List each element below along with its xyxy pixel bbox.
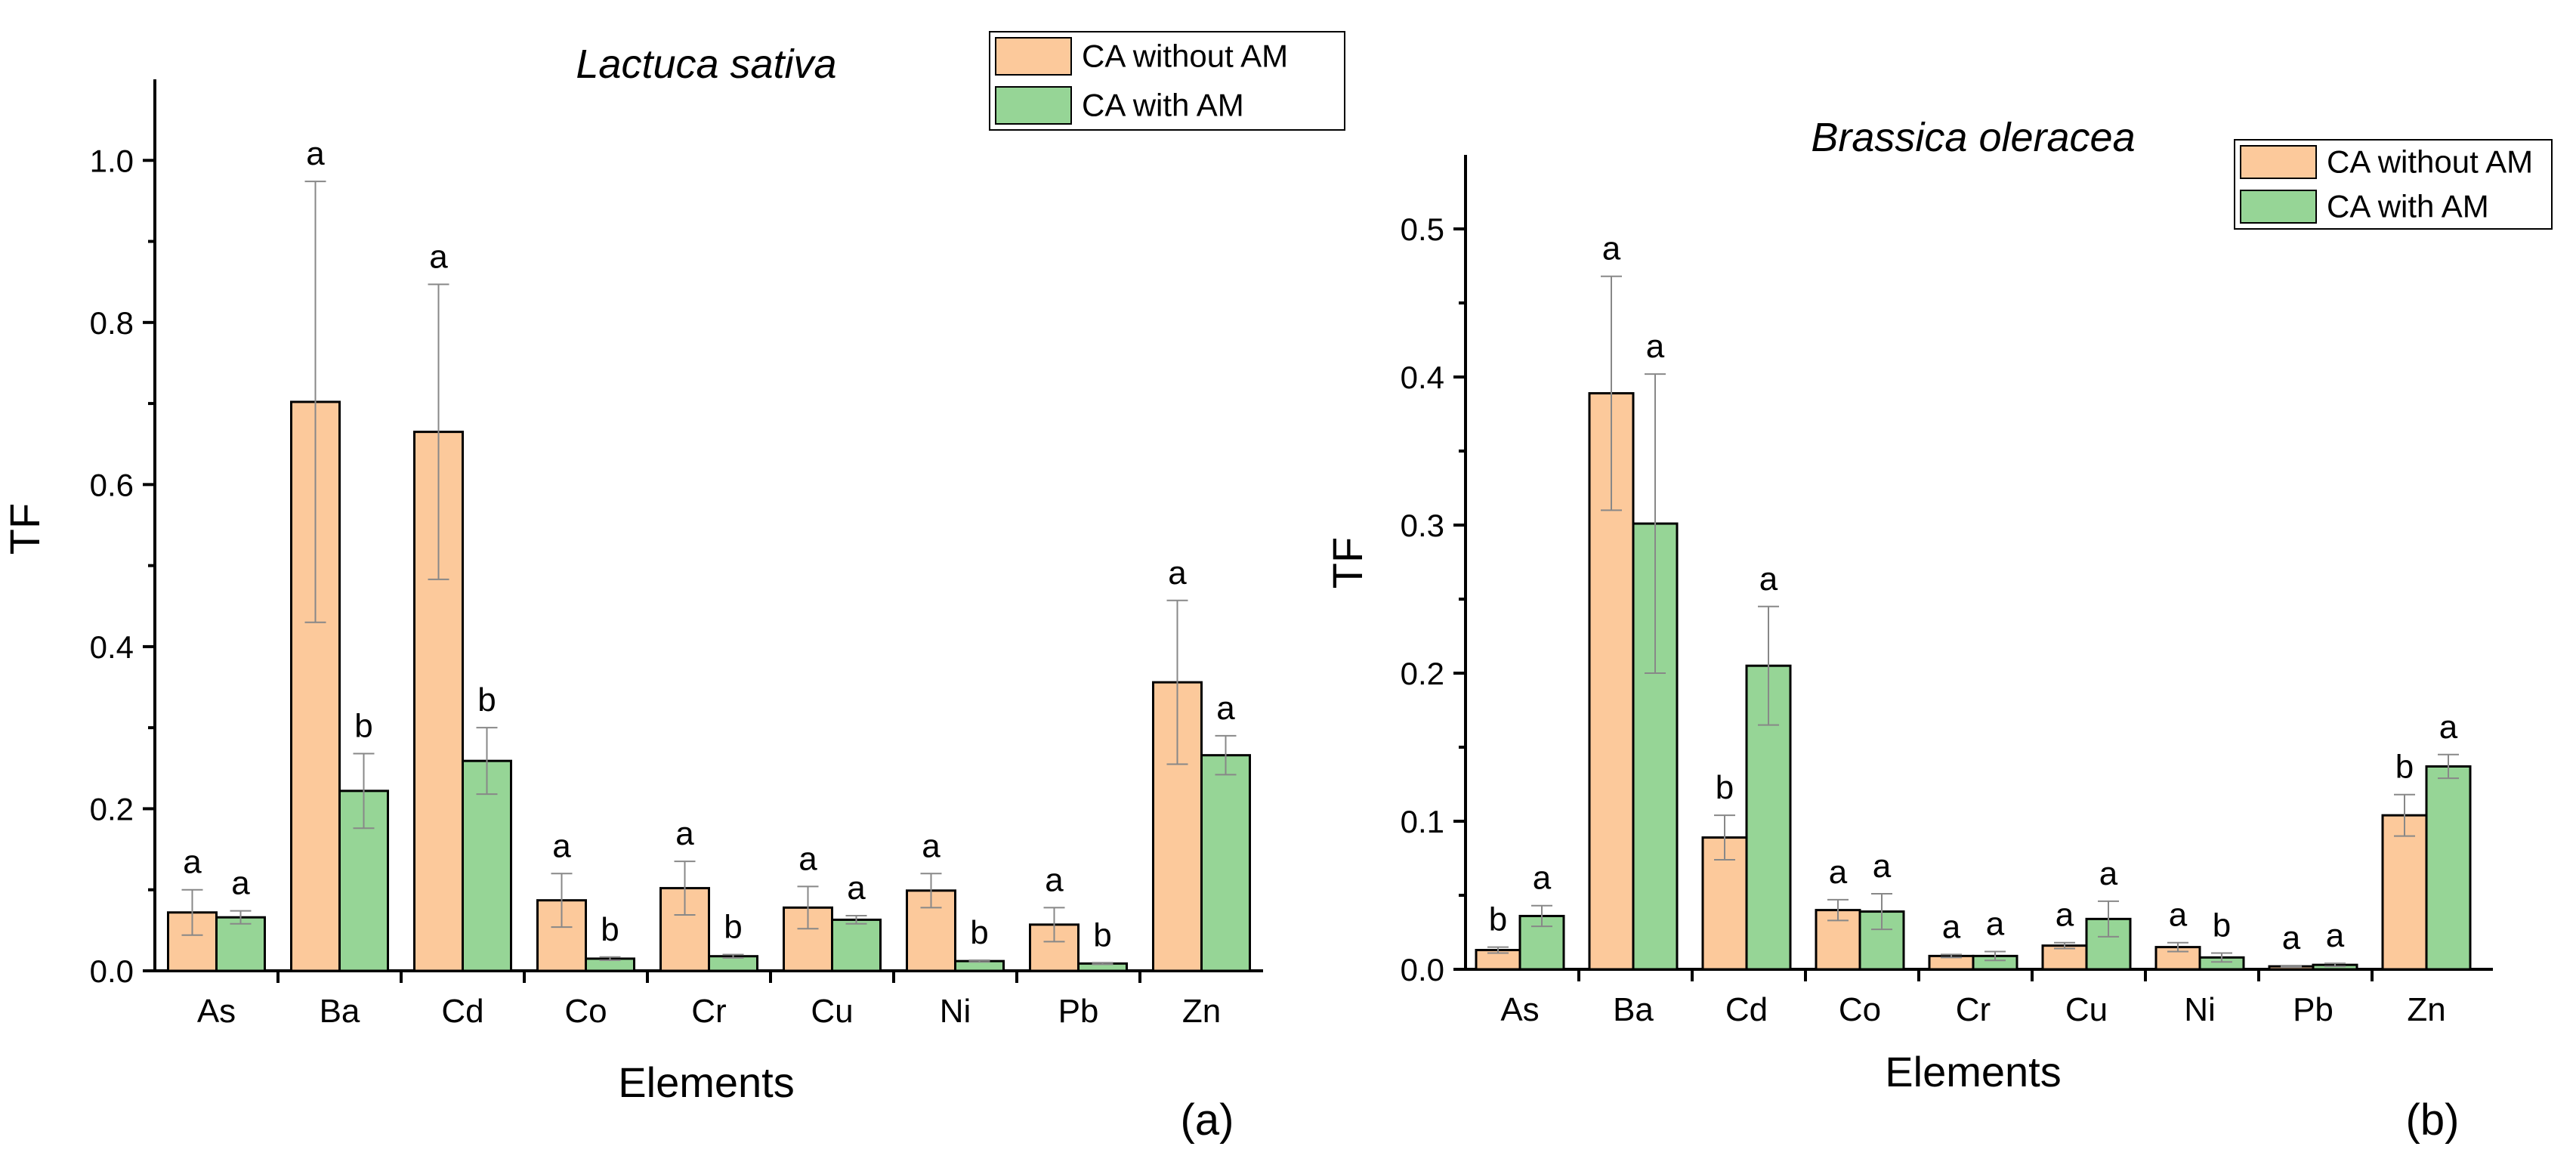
- y-axis-title: TF: [1324, 537, 1371, 589]
- significance-label: b: [2395, 749, 2414, 786]
- legend-swatch-with-am: [995, 86, 1072, 125]
- significance-label: b: [724, 909, 742, 946]
- x-category-label: Cr: [1956, 991, 1991, 1028]
- x-category-label: Ni: [940, 993, 971, 1030]
- y-tick-label: 0.6: [90, 467, 134, 502]
- x-category-label: Cd: [1725, 991, 1768, 1028]
- legend-label: CA without AM: [2327, 144, 2533, 180]
- significance-label: a: [1759, 561, 1778, 598]
- significance-label: a: [429, 238, 448, 275]
- significance-label: b: [2213, 907, 2231, 944]
- y-tick-label: 0.0: [1401, 952, 1444, 987]
- bar-with-am-as: [215, 916, 266, 972]
- y-tick-label: 0.4: [1401, 360, 1444, 395]
- legend: CA without AM CA with AM: [989, 31, 1345, 131]
- significance-label: a: [1646, 328, 1665, 365]
- bar-with-am-cu: [831, 918, 882, 972]
- significance-label: a: [1986, 905, 2005, 942]
- significance-label: a: [1829, 854, 1848, 891]
- significance-label: b: [477, 681, 496, 718]
- significance-label: a: [1045, 861, 1064, 898]
- x-category-label: Zn: [2407, 991, 2445, 1028]
- x-category-label: Cu: [2065, 991, 2108, 1028]
- y-tick-label: 0.4: [90, 629, 134, 665]
- significance-label: b: [1716, 769, 1734, 806]
- significance-label: a: [675, 815, 694, 852]
- bar-with-am-zn: [1200, 754, 1251, 972]
- x-category-label: Ni: [2184, 991, 2216, 1028]
- significance-label: a: [231, 865, 250, 902]
- y-tick-label: 0.5: [1401, 212, 1444, 247]
- x-category-label: Ba: [320, 993, 360, 1030]
- significance-label: a: [2169, 897, 2188, 934]
- x-category-label: As: [197, 993, 236, 1030]
- y-tick-label: 0.1: [1401, 804, 1444, 839]
- x-category-label: Co: [564, 993, 607, 1030]
- significance-label: a: [847, 870, 866, 907]
- bar-without-am-co: [536, 899, 587, 972]
- chart-title: Brassica oleracea: [1811, 115, 2135, 160]
- significance-label: a: [183, 844, 202, 881]
- significance-label: b: [970, 914, 988, 951]
- significance-label: a: [1168, 555, 1187, 592]
- significance-label: a: [1533, 860, 1552, 897]
- significance-label: a: [922, 827, 941, 864]
- y-tick-label: 0.2: [90, 791, 134, 827]
- legend-label: CA with AM: [1082, 88, 1244, 123]
- y-axis-title: TF: [1, 503, 48, 555]
- x-axis-title: Elements: [1885, 1048, 2061, 1095]
- x-category-label: Co: [1839, 991, 1881, 1028]
- x-category-label: Cu: [811, 993, 853, 1030]
- x-category-label: Pb: [2293, 991, 2334, 1028]
- significance-label: b: [354, 708, 372, 745]
- x-category-label: Pb: [1058, 993, 1099, 1030]
- x-category-label: Zn: [1182, 993, 1221, 1030]
- y-tick-label: 0.8: [90, 305, 134, 341]
- legend-swatch-without-am: [995, 37, 1072, 76]
- significance-label: a: [1873, 848, 1892, 885]
- significance-label: a: [798, 840, 817, 877]
- bar-without-am-zn: [2381, 814, 2428, 971]
- significance-label: a: [2282, 919, 2301, 956]
- chart-title: Lactuca sativa: [576, 42, 836, 87]
- x-category-label: Ba: [1613, 991, 1654, 1028]
- significance-label: a: [2056, 897, 2074, 934]
- significance-label: a: [2439, 709, 2458, 746]
- chart-panel-a: 0.00.20.40.60.81.0AsaaBaabCdabCoabCrabCu…: [1, 31, 1345, 1145]
- x-axis-title: Elements: [618, 1058, 794, 1106]
- significance-label: a: [2326, 917, 2345, 954]
- significance-label: a: [1216, 690, 1235, 727]
- legend-label: CA with AM: [2327, 189, 2489, 224]
- significance-label: a: [306, 135, 325, 172]
- significance-label: a: [1942, 908, 1961, 945]
- y-tick-label: 0.0: [90, 953, 134, 989]
- significance-label: a: [552, 827, 571, 864]
- panel-label: (b): [2406, 1095, 2460, 1145]
- significance-label: b: [601, 911, 619, 948]
- legend-swatch-with-am: [2240, 190, 2317, 224]
- significance-label: a: [2099, 855, 2118, 892]
- legend-label: CA without AM: [1082, 39, 1288, 74]
- significance-label: b: [1489, 901, 1507, 938]
- legend-swatch-without-am: [2240, 145, 2317, 179]
- significance-label: b: [1093, 916, 1111, 953]
- x-category-label: Cr: [691, 993, 726, 1030]
- y-tick-label: 0.3: [1401, 508, 1444, 543]
- bar-with-am-zn: [2425, 765, 2472, 971]
- x-category-label: Cd: [441, 993, 483, 1030]
- x-category-label: As: [1500, 991, 1539, 1028]
- y-tick-label: 1.0: [90, 143, 134, 178]
- bar-without-am-cu: [2041, 944, 2088, 971]
- y-tick-label: 0.2: [1401, 656, 1444, 691]
- legend: CA without AM CA with AM: [2234, 139, 2553, 230]
- significance-label: a: [1602, 230, 1621, 267]
- panel-label: (a): [1181, 1095, 1234, 1145]
